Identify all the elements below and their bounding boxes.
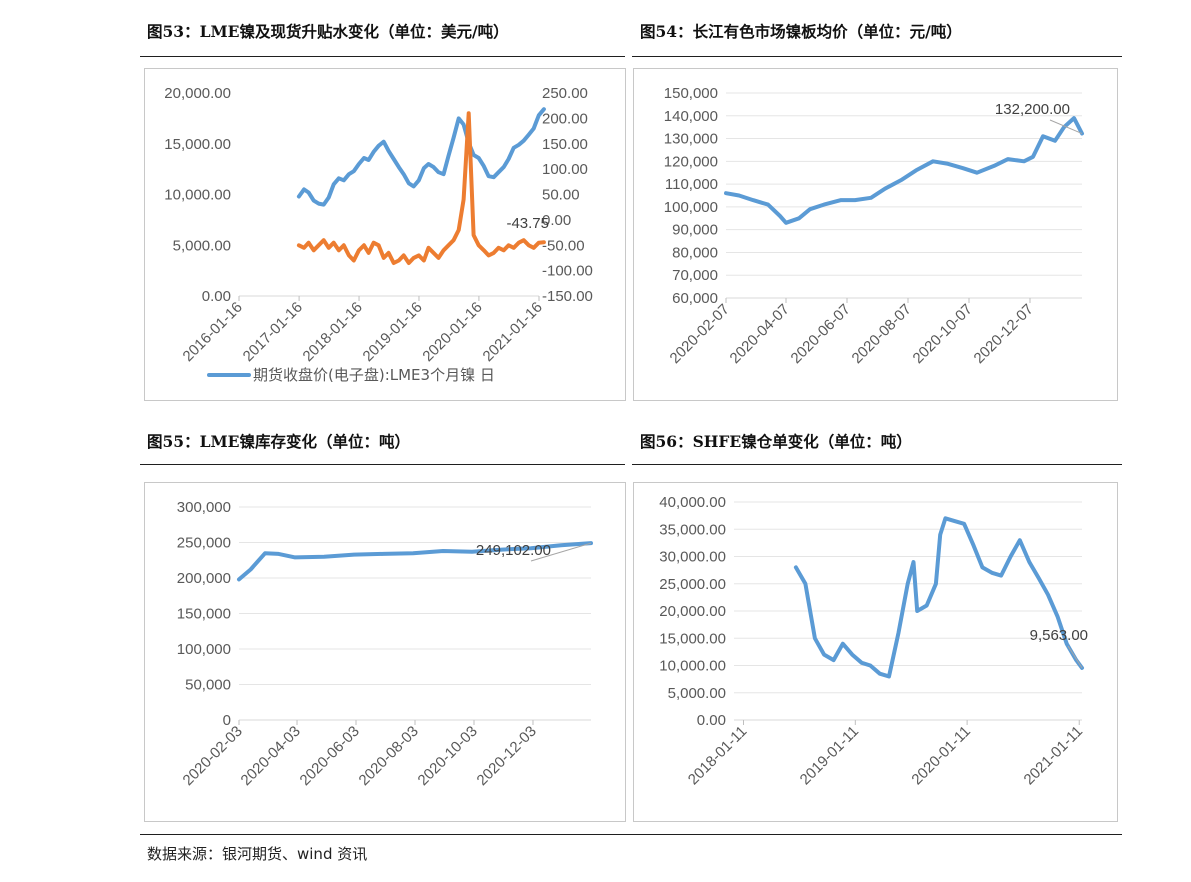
fig53-x-tick-label: 2021-01-16	[480, 299, 546, 365]
fig54-y-tick-label: 60,000	[672, 290, 718, 307]
fig53-plot: 20,000.0015,000.0010,000.005,000.000.002…	[164, 85, 593, 384]
fig54-x-tick-label: 2020-04-07	[727, 301, 793, 367]
fig54-x-tick-label: 2020-02-07	[667, 301, 733, 367]
fig56-y-tick-label: 10,000.00	[659, 658, 726, 675]
fig54-title: 图54：长江有色市场镍板均价（单位：元/吨）	[640, 22, 962, 41]
fig54-x-tick-label: 2020-06-07	[788, 301, 854, 367]
fig55-x-tick-label: 2020-06-03	[297, 723, 363, 789]
fig53-y-right-tick-label: 250.00	[542, 85, 588, 102]
fig54-y-tick-label: 110,000	[665, 176, 718, 193]
fig53-series-1-line	[296, 107, 546, 207]
fig55-y-tick-label: 150,000	[177, 606, 231, 623]
fig53-y-tick-label: 5,000.00	[173, 237, 231, 254]
fig53-x-tick-label: 2017-01-16	[240, 299, 306, 365]
fig54-y-tick-label: 100,000	[664, 199, 718, 216]
fig53-x-tick-label: 2018-01-16	[300, 299, 366, 365]
fig55-title: 图55：LME镍库存变化（单位：吨）	[147, 432, 410, 451]
fig56-x-tick-label: 2018-01-11	[685, 723, 750, 788]
header-rule-right	[632, 0, 1122, 57]
fig56-y-tick-label: 20,000.00	[659, 603, 726, 620]
fig53-y-right-tick-label: -100.00	[542, 263, 593, 280]
fig55-x-tick-label: 2020-12-03	[474, 723, 540, 789]
fig54-y-tick-label: 80,000	[672, 244, 718, 261]
fig53-y-right-tick-label: 0.00	[542, 212, 571, 229]
fig55-x-tick-label: 2020-04-03	[238, 723, 304, 789]
fig54-x-tick-label: 2020-08-07	[849, 301, 915, 367]
fig54-chart: 150,000 140,000 130,000 120,000 110,000 100,0…	[633, 68, 1118, 401]
fig55-y-tick-label: 0	[223, 712, 231, 729]
fig53-y-tick-label: 0.00	[202, 288, 231, 305]
fig53-y-right-tick-label: 100.00	[542, 161, 588, 178]
fig56-plot: 40,000.00 35,000.00 30,000.00 25,000.00 20,0…	[659, 494, 1088, 788]
fig53-legend-label: 期货收盘价(电子盘):LME3个月镍 日	[253, 366, 495, 384]
fig55-x-tick-label: 2020-10-03	[415, 723, 481, 789]
fig54-y-tick-label: 130,000	[664, 131, 718, 148]
fig56-x-tick-label: 2021-01-11	[1021, 723, 1086, 788]
fig53-y-right-tick-label: 200.00	[542, 110, 588, 127]
fig56-last-value-label: 9,563.00	[1030, 627, 1088, 644]
fig54-y-tick-label: 90,000	[672, 222, 718, 239]
fig53-x-tick-label: 2016-01-16	[180, 299, 246, 365]
fig54-plot: 150,000 140,000 130,000 120,000 110,000 100,0…	[664, 85, 1084, 367]
fig56-x-tick-label: 2019-01-11	[797, 723, 862, 788]
fig55-series-1-line	[237, 541, 593, 582]
fig54-y-tick-label: 140,000	[664, 108, 718, 125]
fig54-series-1-line	[724, 116, 1084, 225]
fig54-y-tick-label: 70,000	[672, 267, 718, 284]
fig53-y-right-tick-label: 150.00	[542, 136, 588, 153]
fig53-y-tick-label: 15,000.00	[164, 136, 231, 153]
fig53-chart: 20,000.00 15,000.00 10,000.00 5,000.00 0.00 2…	[144, 68, 626, 401]
fig55-plot: 300,000 250,000 200,000 150,000 100,000 50,00…	[177, 499, 593, 789]
fig53-last-value-label: -43.75	[506, 215, 549, 232]
fig56-y-tick-label: 15,000.00	[659, 630, 726, 647]
fig53-y-tick-label: 20,000.00	[164, 85, 231, 102]
fig54-y-tick-label: 120,000	[664, 153, 718, 170]
header-rule-right-2	[632, 414, 1122, 465]
fig53-y-tick-label: 10,000.00	[164, 187, 231, 204]
fig55-x-tick-label: 2020-02-03	[180, 723, 246, 789]
fig55-label-leader	[530, 542, 592, 562]
fig56-y-tick-label: 0.00	[697, 712, 726, 729]
fig53-y-right-tick-label: -150.00	[542, 288, 593, 305]
fig56-y-tick-label: 25,000.00	[659, 576, 726, 593]
fig53-y-right-tick-label: -50.00	[542, 237, 585, 254]
fig53-x-tick-label: 2020-01-16	[419, 299, 485, 365]
fig55-y-tick-label: 200,000	[177, 570, 231, 587]
header-rule-left	[140, 0, 625, 57]
fig56-y-tick-label: 40,000.00	[659, 494, 726, 511]
fig55-y-tick-label: 100,000	[177, 641, 231, 658]
fig54-y-tick-label: 150,000	[664, 85, 718, 102]
footer-rule	[140, 834, 1122, 835]
header-rule-left-2	[140, 414, 625, 465]
fig56-y-tick-label: 35,000.00	[659, 521, 726, 538]
fig55-x-tick-label: 2020-08-03	[356, 723, 422, 789]
fig54-last-value-label: 132,200.00	[995, 101, 1070, 118]
fig56-y-tick-label: 5,000.00	[668, 685, 726, 702]
fig55-y-tick-label: 250,000	[177, 535, 231, 552]
fig55-last-value-label: 249,102.00	[476, 542, 551, 559]
fig53-y-right-tick-label: 50.00	[542, 187, 580, 204]
fig53-title: 图53：LME镍及现货升贴水变化（单位：美元/吨）	[147, 22, 509, 41]
fig56-series-1-line	[793, 516, 1084, 679]
fig56-chart: 40,000.00 35,000.00 30,000.00 25,000.00 20,0…	[633, 482, 1118, 822]
fig56-title: 图56：SHFE镍仓单变化（单位：吨）	[640, 432, 912, 451]
fig55-y-tick-label: 300,000	[177, 499, 231, 516]
fig55-chart: 300,000 250,000 200,000 150,000 100,000 50,00…	[144, 482, 626, 822]
data-source-note: 数据来源：银河期货、wind 资讯	[147, 845, 368, 863]
fig54-label-leader	[1049, 119, 1083, 135]
fig56-x-tick-label: 2020-01-11	[908, 723, 973, 788]
fig53-x-tick-label: 2019-01-16	[360, 299, 426, 365]
fig53-series-2-line	[296, 111, 546, 265]
fig56-y-tick-label: 30,000.00	[659, 549, 726, 566]
fig55-y-tick-label: 50,000	[185, 677, 231, 694]
fig54-x-tick-label: 2020-10-07	[910, 301, 976, 367]
fig56-label-leader	[1067, 645, 1083, 669]
fig54-x-tick-label: 2020-12-07	[971, 301, 1037, 367]
